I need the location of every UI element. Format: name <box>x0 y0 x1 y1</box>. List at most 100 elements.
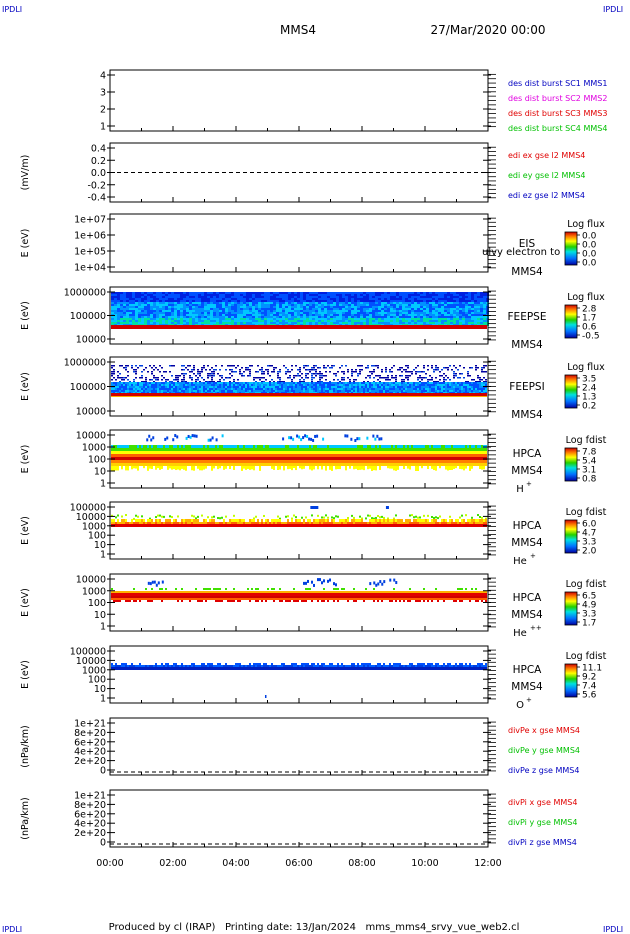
heat-cell <box>447 296 450 298</box>
heat-cell <box>321 308 324 310</box>
heat-cell <box>169 448 171 451</box>
heat-cell <box>369 312 372 314</box>
heat-cell <box>197 369 199 371</box>
heat-cell <box>378 316 381 318</box>
heat-cell <box>165 463 167 466</box>
heat-cell <box>231 382 233 384</box>
heat-cell <box>120 296 123 298</box>
heat-cell <box>191 382 193 384</box>
heat-cell <box>213 466 215 469</box>
heat-cell <box>475 365 477 367</box>
heat-cell <box>311 451 313 454</box>
heat-cell <box>357 316 360 318</box>
heat-cell <box>319 379 321 381</box>
heat-cell <box>191 369 193 371</box>
heat-cell <box>259 386 261 388</box>
heat-cell <box>296 434 299 438</box>
heat-cell <box>309 298 312 300</box>
heat-cell <box>459 292 462 294</box>
heat-cell <box>207 308 210 310</box>
heat-cell <box>171 375 173 377</box>
heat-cell <box>295 375 297 377</box>
heat-cell <box>193 382 195 384</box>
heat-cell <box>213 386 215 388</box>
heat-cell <box>291 294 294 296</box>
heat-cell <box>414 314 417 316</box>
heat-cell <box>233 386 235 388</box>
heat-cell <box>234 316 237 318</box>
heat-cell <box>135 384 137 386</box>
heat-cell <box>351 312 354 314</box>
heat-cell <box>141 457 143 460</box>
heat-cell <box>227 377 229 379</box>
heat-cell <box>187 365 189 367</box>
heat-cell <box>295 388 297 390</box>
heat-cell <box>191 434 194 438</box>
heat-cell <box>303 304 306 306</box>
heat-cell <box>366 316 369 318</box>
heat-cell <box>221 454 223 457</box>
heat-cell <box>299 448 301 451</box>
heat-cell <box>131 448 133 451</box>
heat-cell <box>179 463 181 466</box>
heat-cell <box>135 377 137 379</box>
heat-cell <box>329 371 331 373</box>
heat-cell <box>139 445 141 448</box>
heat-cell <box>283 365 285 367</box>
heat-cell <box>151 386 153 388</box>
heat-cell <box>177 448 179 451</box>
heat-cell <box>291 463 293 466</box>
heat-cell <box>459 390 461 392</box>
y-axis-label: (mV/m) <box>20 155 31 191</box>
heat-cell <box>327 294 330 296</box>
heat-cell <box>157 466 159 469</box>
heat-cell <box>239 382 241 384</box>
heat-cell <box>299 384 301 386</box>
heat-cell <box>319 371 321 373</box>
heat-cell <box>459 322 462 324</box>
heat-cell <box>462 300 465 302</box>
heat-cell <box>165 388 167 390</box>
heat-cell <box>282 310 285 312</box>
heat-cell <box>261 312 264 314</box>
heat-cell <box>288 310 291 312</box>
heat-cell <box>263 373 265 375</box>
heat-cell <box>219 466 221 469</box>
heat-cell <box>162 310 165 312</box>
heat-cell <box>273 388 275 390</box>
heat-cell <box>481 367 483 369</box>
heat-cell <box>345 384 347 386</box>
heat-cell <box>393 294 396 296</box>
heat-cell <box>347 382 349 384</box>
heat-cell <box>197 390 199 392</box>
colorbar-title: Log flux <box>567 362 605 373</box>
heat-cell <box>445 384 447 386</box>
heat-cell <box>301 454 303 457</box>
heat-cell <box>411 292 414 294</box>
heat-cell <box>229 377 231 379</box>
heat-cell <box>306 292 309 294</box>
heat-cell <box>365 367 367 369</box>
heat-cell <box>427 381 429 383</box>
heat-cell <box>129 306 132 308</box>
heat-cell <box>427 379 429 381</box>
heat-cell <box>277 448 279 451</box>
heat-cell <box>375 302 378 304</box>
heat-cell <box>408 298 411 300</box>
heat-cell <box>255 381 257 383</box>
heat-cell <box>477 322 480 324</box>
heat-cell <box>141 316 144 318</box>
heat-cell <box>282 320 285 322</box>
heat-cell <box>390 298 393 300</box>
heat-cell <box>387 388 389 390</box>
heat-cell <box>474 314 477 316</box>
heat-cell <box>123 454 125 457</box>
heat-cell <box>420 314 423 316</box>
heat-cell <box>319 388 321 390</box>
heat-cell <box>305 460 307 463</box>
heat-cell <box>323 390 325 392</box>
heat-cell <box>147 382 149 384</box>
heat-cell <box>323 386 325 388</box>
heat-cell <box>421 384 423 386</box>
